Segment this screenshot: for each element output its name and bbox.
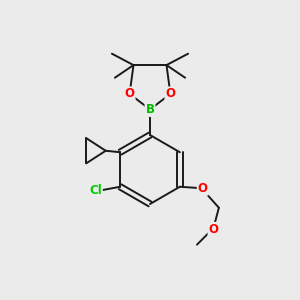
Text: O: O <box>208 223 218 236</box>
Text: Cl: Cl <box>89 184 102 197</box>
Text: O: O <box>198 182 208 195</box>
Text: B: B <box>146 103 154 116</box>
Text: O: O <box>124 87 135 101</box>
Text: O: O <box>165 87 176 101</box>
